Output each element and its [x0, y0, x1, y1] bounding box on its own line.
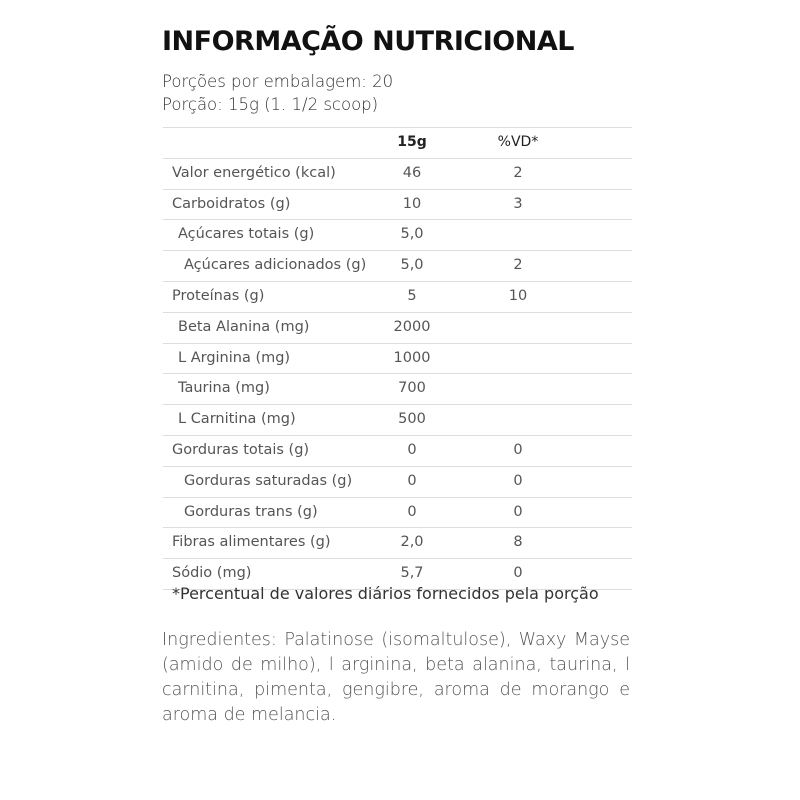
table-row: L Arginina (mg) 1000	[163, 342, 632, 374]
footnote: *Percentual de valores diários fornecido…	[172, 584, 599, 603]
nutrient-amount: 5,7	[400, 565, 424, 582]
table-row: Valor energético (kcal) 46 2	[163, 157, 632, 189]
nutrient-amount: 5,0	[400, 226, 424, 243]
table-row: Beta Alanina (mg) 2000	[163, 311, 632, 343]
table-row: Carboidratos (g) 10 3	[163, 188, 632, 220]
nutrient-label: L Carnitina (mg)	[178, 411, 296, 428]
table-row: Proteínas (g) 5 10	[163, 280, 632, 312]
table-row: Gorduras totais (g) 0 0	[163, 434, 632, 466]
nutrient-vd: 0	[513, 472, 523, 489]
nutrient-label: Açúcares adicionados (g)	[184, 257, 367, 274]
nutrient-label: Carboidratos (g)	[172, 195, 291, 212]
nutrient-vd: 10	[508, 287, 528, 304]
nutrient-amount: 46	[402, 164, 422, 181]
nutrient-label: Gorduras trans (g)	[184, 503, 318, 520]
table-row: Açúcares adicionados (g) 5,0 2	[163, 250, 632, 281]
nutrient-amount: 5,0	[400, 257, 424, 274]
header-amount: 15g	[397, 134, 427, 150]
table-row: Açúcares totais (g) 5,0	[163, 219, 632, 250]
table-row: Taurina (mg) 700	[163, 373, 632, 404]
table-row: Fibras alimentares (g) 2,0 8	[163, 527, 632, 558]
table-header: 15g %VD*	[163, 127, 632, 158]
nutrient-amount: 500	[398, 411, 426, 428]
nutrient-label: Gorduras saturadas (g)	[184, 472, 353, 489]
nutrient-vd: 0	[513, 565, 523, 582]
nutrient-label: Valor energético (kcal)	[172, 164, 336, 181]
nutrient-vd: 8	[513, 534, 523, 551]
nutrient-amount: 2000	[393, 318, 431, 335]
nutrient-vd: 3	[513, 195, 523, 212]
nutrient-amount: 10	[402, 195, 422, 212]
nutrient-label: Fibras alimentares (g)	[172, 534, 331, 551]
serving-size: Porção: 15g (1. 1/2 scoop)	[162, 95, 379, 114]
nutrient-amount: 0	[407, 472, 417, 489]
table-row: Gorduras saturadas (g) 0 0	[163, 465, 632, 497]
nutrient-vd: 0	[513, 503, 523, 520]
nutrient-label: Sódio (mg)	[172, 565, 252, 582]
table-row: Gorduras trans (g) 0 0	[163, 496, 632, 528]
table-row: Sódio (mg) 5,7 0	[163, 558, 632, 590]
nutrient-vd: 2	[513, 257, 523, 274]
nutrient-amount: 2,0	[400, 534, 424, 551]
nutrient-amount: 0	[407, 441, 417, 458]
nutrient-amount: 5	[407, 287, 417, 304]
servings-per-package: Porções por embalagem: 20	[162, 72, 394, 91]
nutrient-label: Beta Alanina (mg)	[178, 318, 310, 335]
nutrient-vd: 0	[513, 441, 523, 458]
nutrient-label: Taurina (mg)	[178, 380, 270, 397]
page-title: INFORMAÇÃO NUTRICIONAL	[162, 26, 574, 57]
nutrient-label: L Arginina (mg)	[178, 349, 291, 366]
ingredients: Ingredientes: Palatinose (isomaltulose),…	[162, 630, 630, 725]
table-row: L Carnitina (mg) 500	[163, 404, 632, 435]
nutrition-table: 15g %VD* Valor energético (kcal) 46 2 Carbo…	[163, 127, 632, 590]
nutrient-label: Açúcares totais (g)	[178, 226, 315, 243]
nutrient-label: Gorduras totais (g)	[172, 441, 310, 458]
nutrient-amount: 1000	[393, 349, 431, 366]
nutrient-amount: 700	[398, 380, 426, 397]
header-vd: %VD*	[497, 134, 539, 150]
nutrient-label: Proteínas (g)	[172, 287, 265, 304]
nutrient-vd: 2	[513, 164, 523, 181]
nutrient-amount: 0	[407, 503, 417, 520]
